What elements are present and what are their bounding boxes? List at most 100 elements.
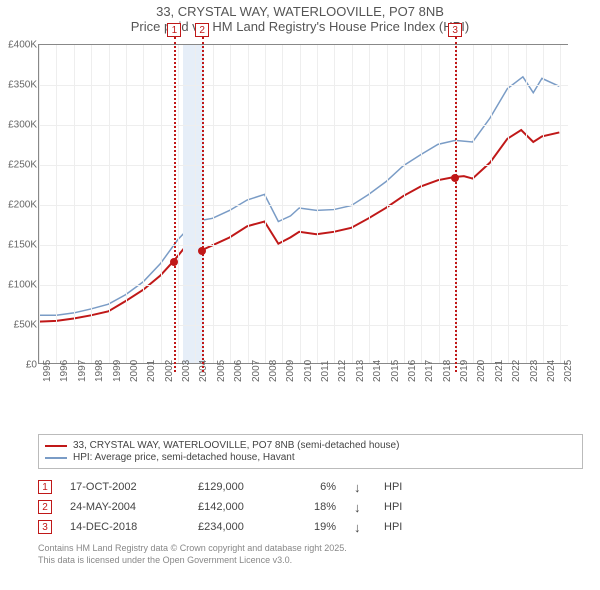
- x-tick-label: 1997: [77, 360, 88, 382]
- legend-row: 33, CRYSTAL WAY, WATERLOOVILLE, PO7 8NB …: [45, 440, 576, 451]
- x-gridline: [282, 45, 283, 363]
- footer-attribution: Contains HM Land Registry data © Crown c…: [38, 543, 583, 566]
- x-gridline: [56, 45, 57, 363]
- y-tick-label: £50K: [1, 320, 37, 331]
- y-gridline: [39, 205, 568, 206]
- x-gridline: [317, 45, 318, 363]
- tx-vs-label: HPI: [384, 501, 414, 513]
- x-tick-label: 2005: [216, 360, 227, 382]
- x-tick-label: 2013: [355, 360, 366, 382]
- y-gridline: [39, 245, 568, 246]
- chart-area: £0£50K£100K£150K£200K£250K£300K£350K£400…: [38, 36, 598, 396]
- x-tick-label: 2001: [146, 360, 157, 382]
- x-gridline: [421, 45, 422, 363]
- x-tick-label: 2012: [337, 360, 348, 382]
- tx-date: 14-DEC-2018: [70, 521, 180, 533]
- line-svg: [39, 45, 568, 363]
- x-gridline: [91, 45, 92, 363]
- marker-dot-1: [170, 258, 178, 266]
- x-tick-label: 2019: [459, 360, 470, 382]
- tx-pct: 6%: [296, 481, 336, 493]
- chart-container: 33, CRYSTAL WAY, WATERLOOVILLE, PO7 8NB …: [0, 0, 600, 590]
- y-gridline: [39, 285, 568, 286]
- x-tick-label: 1995: [42, 360, 53, 382]
- title-block: 33, CRYSTAL WAY, WATERLOOVILLE, PO7 8NB …: [0, 0, 600, 36]
- marker-line-2: [202, 37, 204, 372]
- transaction-row: 314-DEC-2018£234,00019%↓HPI: [38, 517, 583, 537]
- x-gridline: [491, 45, 492, 363]
- legend-swatch: [45, 445, 67, 447]
- marker-dot-3: [451, 174, 459, 182]
- x-gridline: [473, 45, 474, 363]
- x-gridline: [300, 45, 301, 363]
- y-tick-label: £100K: [1, 280, 37, 291]
- transaction-table: 117-OCT-2002£129,0006%↓HPI224-MAY-2004£1…: [38, 477, 583, 537]
- y-tick-label: £0: [1, 360, 37, 371]
- marker-box-1: 1: [167, 23, 181, 37]
- x-tick-label: 2022: [511, 360, 522, 382]
- y-gridline: [39, 325, 568, 326]
- x-tick-label: 2009: [285, 360, 296, 382]
- x-gridline: [352, 45, 353, 363]
- marker-line-3: [455, 37, 457, 372]
- x-tick-label: 2008: [268, 360, 279, 382]
- x-tick-label: 2025: [563, 360, 574, 382]
- tx-pct: 19%: [296, 521, 336, 533]
- x-gridline: [369, 45, 370, 363]
- transaction-row: 224-MAY-2004£142,00018%↓HPI: [38, 497, 583, 517]
- x-tick-label: 2016: [407, 360, 418, 382]
- legend-label: HPI: Average price, semi-detached house,…: [73, 452, 295, 463]
- tx-vs-label: HPI: [384, 521, 414, 533]
- x-gridline: [248, 45, 249, 363]
- legend-label: 33, CRYSTAL WAY, WATERLOOVILLE, PO7 8NB …: [73, 440, 399, 451]
- marker-box-2: 2: [195, 23, 209, 37]
- tx-marker-num: 3: [38, 520, 52, 534]
- x-tick-label: 1996: [59, 360, 70, 382]
- x-tick-label: 2015: [390, 360, 401, 382]
- x-tick-label: 2020: [476, 360, 487, 382]
- x-gridline: [508, 45, 509, 363]
- x-tick-label: 2017: [424, 360, 435, 382]
- x-tick-label: 2000: [129, 360, 140, 382]
- x-gridline: [387, 45, 388, 363]
- x-gridline: [526, 45, 527, 363]
- x-gridline: [265, 45, 266, 363]
- footer-line2: This data is licensed under the Open Gov…: [38, 555, 583, 567]
- x-tick-label: 2003: [181, 360, 192, 382]
- tx-marker-num: 1: [38, 480, 52, 494]
- y-tick-label: £350K: [1, 80, 37, 91]
- x-tick-label: 2010: [303, 360, 314, 382]
- tx-date: 24-MAY-2004: [70, 501, 180, 513]
- x-gridline: [195, 45, 196, 363]
- x-tick-label: 2002: [164, 360, 175, 382]
- down-arrow-icon: ↓: [354, 500, 366, 515]
- x-tick-label: 2018: [442, 360, 453, 382]
- x-gridline: [560, 45, 561, 363]
- title-subtitle: Price paid vs. HM Land Registry's House …: [0, 19, 600, 34]
- legend-row: HPI: Average price, semi-detached house,…: [45, 452, 576, 463]
- tx-marker-num: 2: [38, 500, 52, 514]
- x-gridline: [213, 45, 214, 363]
- x-gridline: [126, 45, 127, 363]
- x-gridline: [39, 45, 40, 363]
- y-tick-label: £300K: [1, 120, 37, 131]
- title-address: 33, CRYSTAL WAY, WATERLOOVILLE, PO7 8NB: [0, 4, 600, 19]
- y-tick-label: £250K: [1, 160, 37, 171]
- x-tick-label: 1999: [112, 360, 123, 382]
- x-gridline: [230, 45, 231, 363]
- x-tick-label: 2024: [546, 360, 557, 382]
- x-tick-label: 2014: [372, 360, 383, 382]
- x-gridline: [334, 45, 335, 363]
- transaction-row: 117-OCT-2002£129,0006%↓HPI: [38, 477, 583, 497]
- x-tick-label: 2011: [320, 360, 331, 382]
- x-gridline: [178, 45, 179, 363]
- down-arrow-icon: ↓: [354, 480, 366, 495]
- x-tick-label: 2007: [251, 360, 262, 382]
- x-tick-label: 1998: [94, 360, 105, 382]
- x-gridline: [404, 45, 405, 363]
- legend-box: 33, CRYSTAL WAY, WATERLOOVILLE, PO7 8NB …: [38, 434, 583, 469]
- footer-line1: Contains HM Land Registry data © Crown c…: [38, 543, 583, 555]
- x-tick-label: 2006: [233, 360, 244, 382]
- x-gridline: [543, 45, 544, 363]
- y-gridline: [39, 165, 568, 166]
